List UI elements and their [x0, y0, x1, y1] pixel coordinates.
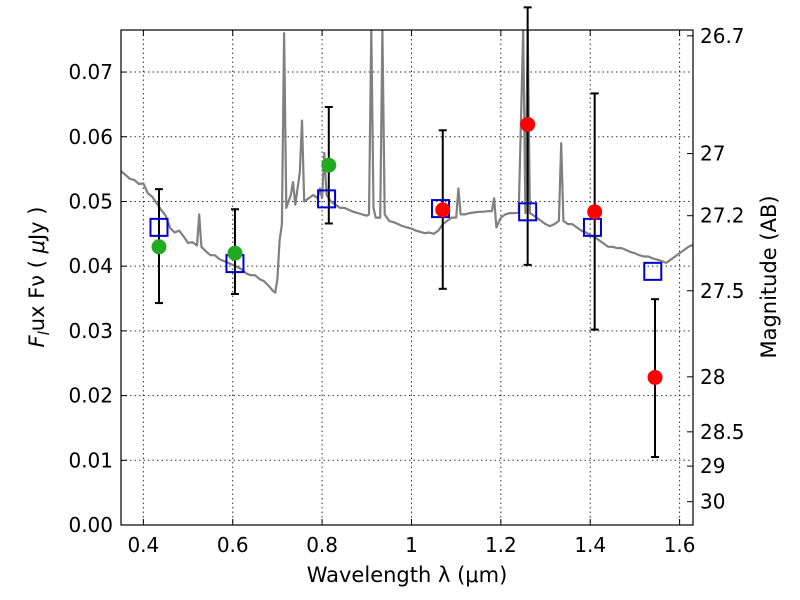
y-tick-label: 0.01: [68, 448, 113, 472]
y2-axis-label: Magnitude (AB): [757, 195, 781, 358]
x-tick-label: 0.4: [127, 533, 159, 557]
y-tick-label: 0.07: [68, 60, 113, 84]
model-photometry-square: [518, 202, 538, 222]
x-tick-label: 1.2: [485, 533, 517, 557]
observed-point-green: [321, 157, 337, 173]
x-tick-label: 1.4: [574, 533, 606, 557]
y2-tick-label: 27.2: [700, 204, 745, 228]
y-tick-label: 0.04: [68, 254, 113, 278]
tick-layer: [121, 30, 693, 526]
observed-points-layer: [151, 116, 663, 385]
y-tick-label: 0.00: [68, 513, 113, 537]
y2-tick-label: 27: [700, 142, 725, 166]
model-spectrum-line: [121, 30, 693, 294]
model-photometry-square: [149, 217, 169, 237]
grid-layer: [121, 30, 693, 526]
observed-point-red: [520, 116, 536, 132]
x-tick-label: 0.6: [217, 533, 249, 557]
y-axis-label: Flux Fν ( μJy ): [25, 207, 53, 348]
y-tick-label: 0.06: [68, 125, 113, 149]
y2-tick-label: 30: [700, 490, 725, 514]
y-tick-label: 0.05: [68, 189, 113, 213]
x-tick-label: 1: [405, 533, 418, 557]
y-tick-label: 0.02: [68, 384, 113, 408]
plot-frame: [120, 29, 694, 526]
y2-tick-label: 26.7: [700, 24, 745, 48]
observed-point-red: [587, 204, 603, 220]
y2-tick-label: 29: [700, 454, 725, 478]
spectrum-layer: [121, 30, 693, 294]
model-photometry-square: [643, 261, 663, 281]
observed-point-red: [647, 369, 663, 385]
x-tick-label: 0.8: [306, 533, 338, 557]
x-tick-label: 1.6: [664, 533, 696, 557]
y2-tick-label: 28: [700, 365, 725, 389]
y-tick-label: 0.03: [68, 319, 113, 343]
observed-point-red: [435, 202, 451, 218]
y2-tick-label: 28.5: [700, 420, 745, 444]
y2-tick-label: 27.5: [700, 279, 745, 303]
observed-point-green: [227, 245, 243, 261]
model-photometry-square: [317, 189, 337, 209]
tick-label-layer: 0.4 0.6 0.8 1 1.2 1.4 1.6 0.00 0.01 0.02 0.03 0.04 0…: [68, 24, 744, 557]
observed-point-green: [151, 239, 167, 255]
x-axis-label: Wavelength λ (μm): [307, 563, 508, 587]
